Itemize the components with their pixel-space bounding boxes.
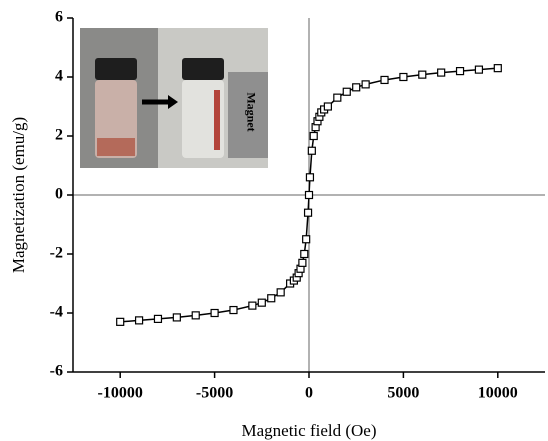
- x-tick-label: -10000: [98, 385, 143, 402]
- y-tick-label: -6: [50, 363, 63, 380]
- data-point: [229, 305, 238, 315]
- data-point: [116, 317, 125, 326]
- x-tick-label: 10000: [478, 385, 518, 402]
- x-tick-label: 0: [305, 385, 313, 402]
- data-point: [418, 70, 427, 79]
- inset-photo: [80, 28, 268, 168]
- y-axis-title: Magnetization (emu/g): [9, 117, 28, 273]
- y-tick-label: 2: [55, 127, 63, 144]
- y-tick-label: -2: [50, 245, 63, 262]
- data-point: [380, 75, 389, 85]
- data-point: [323, 102, 332, 111]
- data-point: [474, 65, 484, 74]
- y-tick-label: 0: [55, 186, 63, 203]
- data-point: [303, 208, 313, 217]
- data-point: [399, 72, 408, 82]
- data-point: [302, 235, 311, 244]
- data-point: [305, 173, 315, 182]
- data-point: [153, 314, 163, 323]
- data-point: [437, 68, 446, 77]
- data-point: [172, 313, 181, 322]
- data-point: [361, 80, 370, 89]
- data-point: [191, 311, 200, 320]
- data-point: [307, 146, 316, 155]
- data-point: [304, 190, 314, 200]
- data-point: [352, 83, 361, 92]
- data-point: [210, 308, 219, 318]
- data-point: [276, 288, 285, 297]
- data-point: [455, 66, 465, 76]
- data-point: [267, 294, 276, 303]
- data-point: [248, 301, 257, 310]
- data-point: [257, 298, 266, 307]
- data-point: [493, 64, 502, 73]
- data-point: [333, 93, 342, 102]
- inset-label: Magnet: [244, 92, 258, 131]
- data-point: [134, 316, 144, 325]
- x-axis-title: Magnetic field (Oe): [242, 421, 377, 440]
- data-point: [309, 131, 318, 141]
- y-tick-label: 6: [55, 9, 63, 26]
- data-point: [342, 87, 351, 96]
- data-point: [298, 258, 307, 267]
- x-tick-label: 5000: [387, 385, 419, 402]
- data-point: [300, 249, 309, 259]
- x-tick-label: -5000: [196, 385, 233, 402]
- y-tick-label: -4: [50, 304, 63, 321]
- y-tick-label: 4: [55, 68, 63, 85]
